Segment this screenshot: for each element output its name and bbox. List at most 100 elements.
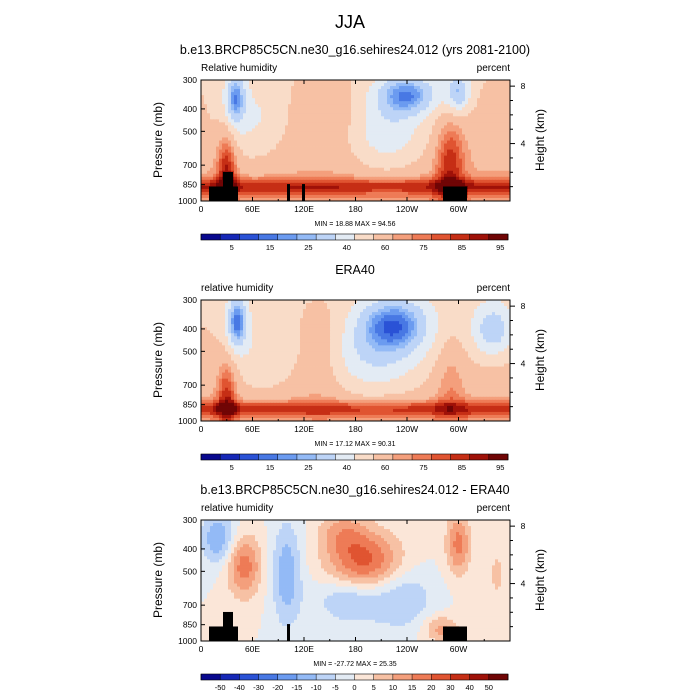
field-cell (414, 86, 418, 90)
field-cell (450, 152, 454, 157)
field-cell (417, 300, 421, 304)
field-cell (321, 98, 325, 102)
field-cell (414, 113, 418, 117)
field-cell (204, 125, 208, 129)
field-cell (438, 113, 442, 117)
field-cell (261, 113, 265, 117)
field-cell (216, 309, 220, 313)
field-cell (318, 95, 322, 99)
field-cell (210, 312, 214, 316)
field-cell (390, 134, 394, 138)
field-cell (204, 318, 208, 322)
field-cell (204, 155, 208, 160)
field-cell (264, 158, 268, 163)
field-cell (504, 303, 508, 307)
field-cell (348, 312, 352, 316)
field-cell (363, 182, 367, 187)
panel-1-colorbar: 5 15 25 40 60 75 85 95 (200, 233, 509, 252)
field-cell (330, 116, 334, 120)
field-cell (324, 110, 328, 114)
field-cell (300, 194, 304, 199)
field-cell (255, 80, 259, 84)
field-cell (261, 101, 265, 105)
field-cell (348, 134, 352, 138)
field-cell (366, 179, 370, 184)
field-cell (504, 155, 508, 160)
field-cell (279, 125, 283, 129)
field-cell (486, 173, 490, 178)
field-cell (417, 152, 421, 157)
field-cell (333, 128, 337, 132)
field-cell (201, 315, 205, 319)
field-cell (303, 152, 307, 157)
field-cell (453, 131, 457, 135)
field-cell (399, 191, 403, 196)
field-cell (219, 107, 223, 111)
field-cell (366, 98, 370, 102)
field-cell (360, 152, 364, 157)
field-cell (426, 116, 430, 120)
field-cell (258, 152, 262, 157)
field-cell (285, 176, 289, 181)
field-cell (468, 188, 472, 193)
field-cell (375, 92, 379, 96)
field-cell (432, 116, 436, 120)
field-cell (207, 173, 211, 178)
field-cell (477, 146, 481, 150)
field-cell (285, 315, 289, 319)
field-cell (498, 167, 502, 172)
field-cell (366, 125, 370, 129)
field-cell (279, 191, 283, 196)
field-cell (393, 128, 397, 132)
field-cell (408, 167, 412, 172)
field-cell (210, 110, 214, 114)
field-cell (357, 152, 361, 157)
field-cell (408, 131, 412, 135)
field-cell (357, 315, 361, 319)
field-cell (300, 116, 304, 120)
field-cell (285, 95, 289, 99)
field-cell (351, 185, 355, 190)
field-cell (219, 122, 223, 126)
field-cell (459, 128, 463, 132)
field-cell (267, 158, 271, 163)
field-cell (297, 131, 301, 135)
field-cell (243, 312, 247, 316)
field-cell (507, 122, 511, 126)
field-cell (237, 80, 241, 84)
field-cell (330, 134, 334, 138)
field-cell (351, 197, 355, 202)
field-cell (420, 92, 424, 96)
field-cell (252, 312, 256, 316)
field-cell (240, 137, 244, 141)
field-cell (225, 122, 229, 126)
field-cell (363, 158, 367, 163)
field-cell (387, 140, 391, 144)
field-cell (342, 185, 346, 190)
field-cell (210, 161, 214, 166)
field-cell (207, 128, 211, 132)
field-cell (219, 89, 223, 93)
field-cell (351, 306, 355, 310)
field-cell (390, 107, 394, 111)
field-cell (405, 179, 409, 184)
field-cell (210, 89, 214, 93)
field-cell (396, 312, 400, 316)
panel-2-title: ERA40 (335, 263, 375, 277)
field-cell (504, 158, 508, 163)
field-cell (408, 194, 412, 199)
field-cell (240, 149, 244, 153)
field-cell (480, 312, 484, 316)
field-cell (285, 146, 289, 150)
field-cell (336, 309, 340, 313)
field-cell (303, 179, 307, 184)
field-cell (486, 119, 490, 123)
field-cell (423, 116, 427, 120)
field-cell (465, 101, 469, 105)
field-cell (315, 83, 319, 87)
field-cell (354, 98, 358, 102)
field-cell (357, 170, 361, 175)
field-cell (297, 191, 301, 196)
field-cell (333, 182, 337, 187)
field-cell (336, 125, 340, 129)
